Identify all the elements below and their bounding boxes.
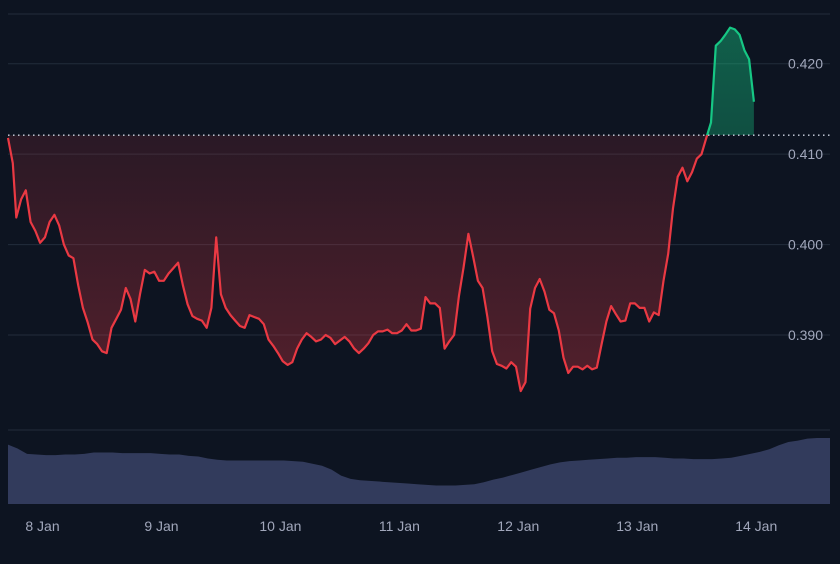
x-tick-label: 14 Jan (735, 518, 777, 534)
y-tick-label: 0.410 (788, 146, 823, 162)
x-tick-label: 12 Jan (497, 518, 539, 534)
y-tick-label: 0.420 (788, 56, 823, 72)
y-tick-label: 0.400 (788, 237, 823, 253)
price-line-below-baseline (6, 135, 709, 393)
x-tick-label: 11 Jan (379, 518, 420, 534)
price-area-fill (8, 27, 754, 392)
area-fill-below-baseline (8, 135, 754, 392)
area-fill-above-baseline (707, 27, 754, 136)
x-tick-label: 9 Jan (144, 518, 178, 534)
volume-bars (8, 438, 830, 504)
price-line (6, 26, 755, 393)
y-axis-tick-labels: 0.390 0.400 0.410 0.420 (788, 56, 823, 343)
x-tick-label: 10 Jan (259, 518, 301, 534)
y-tick-label: 0.390 (788, 327, 823, 343)
x-axis-tick-labels: 8 Jan 9 Jan 10 Jan 11 Jan 12 Jan 13 Jan 14 Jan (25, 518, 777, 534)
x-tick-label: 13 Jan (616, 518, 658, 534)
x-tick-label: 8 Jan (25, 518, 59, 534)
volume-area (8, 438, 830, 504)
